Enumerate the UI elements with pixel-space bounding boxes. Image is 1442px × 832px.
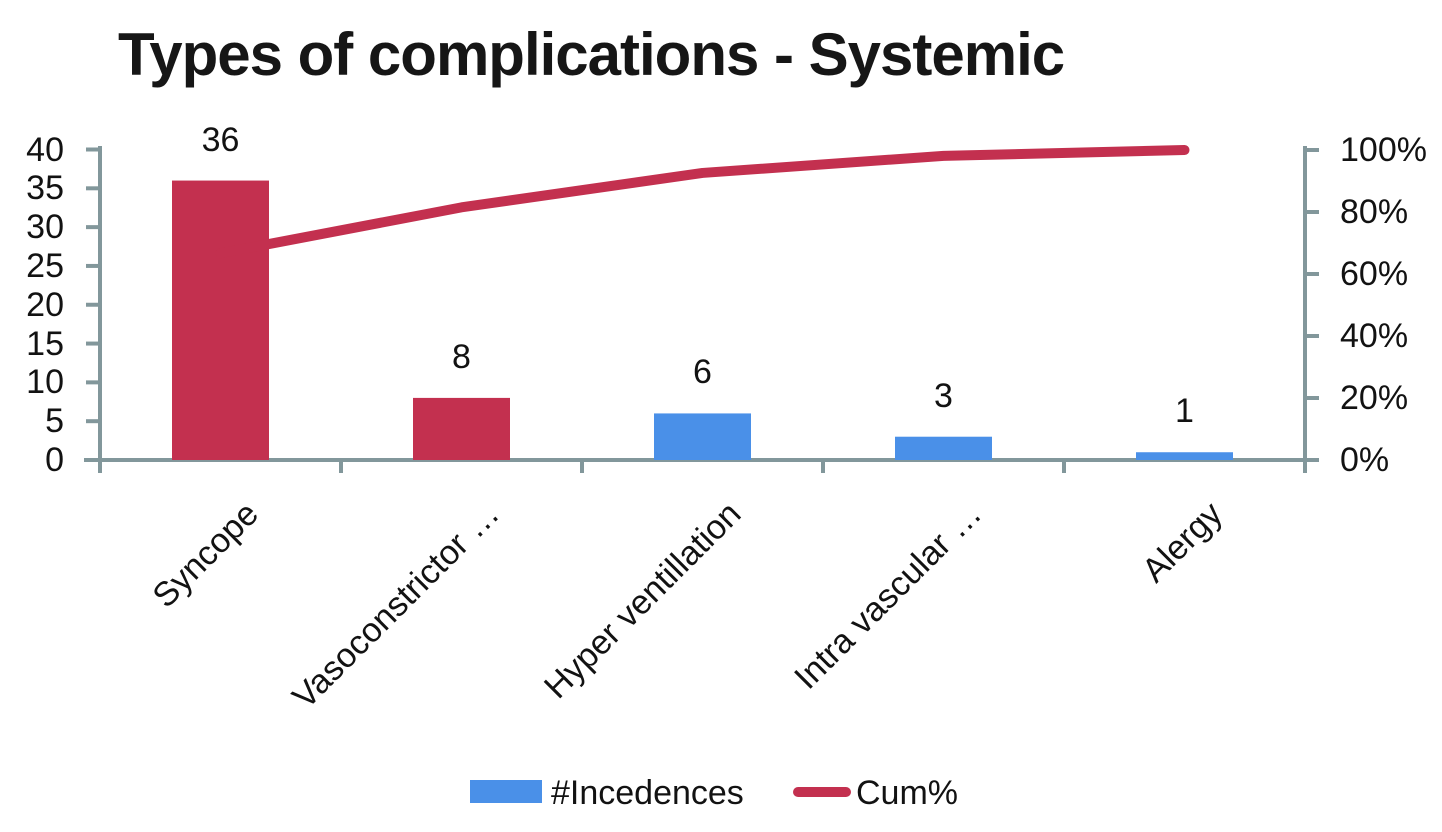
bar-value-label: 1 [1175, 392, 1194, 431]
chart-title: Types of complications - Systemic [118, 21, 1065, 88]
right-axis-tick-label: 20% [1340, 379, 1409, 417]
bar-0 [172, 180, 269, 461]
legend-label-incedences: #Incedences [551, 774, 744, 812]
bar-3 [895, 436, 992, 460]
left-axis-tick-label: 35 [26, 169, 64, 208]
cum-line-swatch-icon [793, 787, 851, 797]
right-axis-tick-label: 0% [1340, 441, 1390, 479]
left-axis-tick-label: 30 [26, 208, 64, 247]
left-axis-tick-label: 25 [26, 246, 64, 285]
left-axis-tick-label: 40 [26, 130, 64, 169]
cum-percent-line [215, 145, 1190, 259]
bar-value-label: 36 [201, 120, 240, 159]
right-axis-tick-label: 40% [1340, 317, 1409, 355]
bar-1 [413, 397, 510, 460]
left-axis-tick-label: 20 [26, 285, 64, 324]
left-axis-tick-label: 5 [45, 402, 64, 441]
right-axis-tick-label: 100% [1340, 131, 1427, 169]
bar-2 [654, 413, 751, 460]
left-axis-tick-label: 0 [45, 441, 64, 479]
bar-4 [1136, 452, 1233, 460]
bar-value-label: 6 [693, 353, 712, 392]
left-axis-tick-label: 10 [26, 363, 64, 402]
right-axis-tick-label: 80% [1340, 193, 1409, 231]
legend-label-cum: Cum% [856, 774, 959, 812]
right-axis-tick-label: 60% [1340, 255, 1409, 293]
bar-value-label: 3 [934, 376, 953, 415]
incedences-swatch-icon [470, 780, 542, 803]
bar-value-label: 8 [452, 337, 471, 376]
left-axis-tick-label: 15 [26, 324, 64, 363]
